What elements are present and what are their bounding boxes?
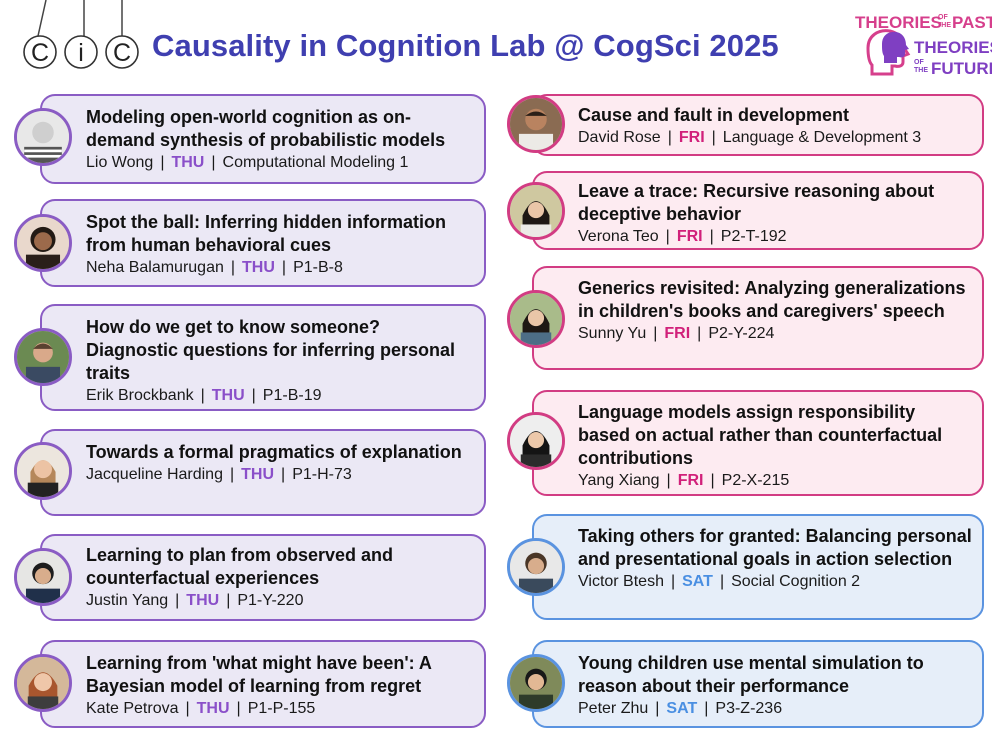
svg-text:FUTURE: FUTURE <box>931 59 992 78</box>
cic-lab-logo: C i C <box>23 0 139 69</box>
talk-author: Victor Btesh <box>578 573 664 590</box>
speaker-photo <box>507 654 565 712</box>
speaker-photo <box>14 442 72 500</box>
talk-session: P1-B-19 <box>262 387 322 404</box>
talk-card: Modeling open-world cognition as on-dema… <box>40 94 486 184</box>
talk-title: Generics revisited: Analyzing generaliza… <box>578 278 966 321</box>
talk-card: Spot the ball: Inferring hidden informat… <box>40 199 486 287</box>
talk-session: Social Cognition 2 <box>731 573 861 590</box>
talk-day: FRI <box>664 325 691 342</box>
svg-text:THE: THE <box>914 67 928 74</box>
talk-author: Verona Teo <box>578 228 659 245</box>
talk-meta: David Rose | FRI | Language & Development 3 <box>578 129 922 146</box>
svg-text:C: C <box>31 39 49 67</box>
talk-session: P1-Y-220 <box>237 592 304 609</box>
talk-title: Leave a trace: Recursive reasoning about… <box>578 181 935 224</box>
svg-text:PAST: PAST <box>952 13 992 32</box>
speaker-photo <box>507 95 565 153</box>
svg-text:THEORIES: THEORIES <box>914 38 992 57</box>
talk-session: P1-H-73 <box>292 466 352 483</box>
talk-day: THU <box>186 592 220 609</box>
talk-session: P2-X-215 <box>721 472 790 489</box>
talk-day: FRI <box>677 472 704 489</box>
talk-session: P3-Z-236 <box>715 700 783 717</box>
talk-session: Language & Development 3 <box>722 129 922 146</box>
talk-meta: Jacqueline Harding | THU | P1-H-73 <box>86 466 352 483</box>
talk-meta: Peter Zhu | SAT | P3-Z-236 <box>578 700 783 717</box>
talk-day: FRI <box>676 228 703 245</box>
talk-meta: Lio Wong | THU | Computational Modeling 1 <box>86 154 409 171</box>
talk-session: Computational Modeling 1 <box>222 154 409 171</box>
talk-session: P1-P-155 <box>247 700 316 717</box>
talk-title: Cause and fault in development <box>578 105 850 125</box>
talk-card: Leave a trace: Recursive reasoning about… <box>532 171 984 250</box>
talk-card: Learning to plan from observed and count… <box>40 534 486 621</box>
talk-day: THU <box>196 700 230 717</box>
talk-author: Peter Zhu <box>578 700 649 717</box>
talk-meta: Verona Teo | FRI | P2-T-192 <box>578 228 787 245</box>
speaker-photo <box>507 412 565 470</box>
talk-meta: Erik Brockbank | THU | P1-B-19 <box>86 387 322 404</box>
talk-author: Sunny Yu <box>578 325 647 342</box>
talk-meta: Yang Xiang | FRI | P2-X-215 <box>578 472 790 489</box>
talk-card: Cause and fault in development David Ros… <box>532 94 984 156</box>
talk-title: Language models assign responsibility ba… <box>578 402 943 468</box>
talk-title: Towards a formal pragmatics of explanati… <box>86 442 462 462</box>
talk-author: Neha Balamurugan <box>86 259 224 276</box>
talk-card: Learning from 'what might have been': A … <box>40 640 486 728</box>
speaker-photo <box>14 328 72 386</box>
talk-meta: Kate Petrova | THU | P1-P-155 <box>86 700 316 717</box>
speaker-photo <box>507 290 565 348</box>
talk-meta: Neha Balamurugan | THU | P1-B-8 <box>86 259 343 276</box>
talk-card: Generics revisited: Analyzing generaliza… <box>532 266 984 370</box>
talk-day: THU <box>171 154 205 171</box>
talk-author: David Rose <box>578 129 661 146</box>
speaker-photo <box>14 654 72 712</box>
talk-title: Modeling open-world cognition as on-dema… <box>86 107 446 150</box>
talk-card: Young children use mental simulation to … <box>532 640 984 728</box>
svg-text:i: i <box>78 39 84 67</box>
talk-author: Kate Petrova <box>86 700 179 717</box>
talk-title: Spot the ball: Inferring hidden informat… <box>86 212 446 255</box>
talk-title: Taking others for granted: Balancing per… <box>578 526 972 569</box>
talk-meta: Justin Yang | THU | P1-Y-220 <box>86 592 304 609</box>
talk-day: THU <box>211 387 245 404</box>
svg-text:THEORIES: THEORIES <box>855 13 942 32</box>
talk-author: Yang Xiang <box>578 472 660 489</box>
svg-text:OF: OF <box>938 14 948 21</box>
talk-meta: Sunny Yu | FRI | P2-Y-224 <box>578 325 775 342</box>
svg-text:C: C <box>113 39 131 67</box>
speaker-photo <box>14 108 72 166</box>
talk-day: FRI <box>678 129 705 146</box>
talk-day: SAT <box>682 573 713 590</box>
speaker-photo <box>14 214 72 272</box>
talk-author: Erik Brockbank <box>86 387 194 404</box>
svg-text:OF: OF <box>914 59 924 66</box>
talk-meta: Victor Btesh | SAT | Social Cognition 2 <box>578 573 861 590</box>
svg-text:THE: THE <box>937 22 951 29</box>
talk-card: How do we get to know someone? Diagnosti… <box>40 304 486 411</box>
talk-card: Taking others for granted: Balancing per… <box>532 514 984 620</box>
talk-day: THU <box>242 259 275 276</box>
speaker-photo <box>507 182 565 240</box>
talk-session: P1-B-8 <box>293 259 343 276</box>
speaker-photo <box>14 548 72 606</box>
talk-title: Learning to plan from observed and count… <box>86 545 394 588</box>
talk-card: Language models assign responsibility ba… <box>532 390 984 496</box>
talk-card: Towards a formal pragmatics of explanati… <box>40 429 486 516</box>
conference-logo: THEORIES OF THE PAST THEORIES OF THE FUT… <box>855 13 992 78</box>
talk-session: P2-T-192 <box>720 228 787 245</box>
talk-author: Lio Wong <box>86 154 154 171</box>
talk-day: THU <box>241 466 275 483</box>
talk-day: SAT <box>666 700 698 717</box>
talk-title: How do we get to know someone? Diagnosti… <box>86 317 456 383</box>
talk-title: Learning from 'what might have been': A … <box>86 653 432 696</box>
talk-author: Jacqueline Harding <box>86 466 223 483</box>
page-title: Causality in Cognition Lab @ CogSci 2025 <box>152 28 779 63</box>
talk-title: Young children use mental simulation to … <box>578 653 924 696</box>
speaker-photo <box>507 538 565 596</box>
talk-author: Justin Yang <box>86 592 169 609</box>
talk-session: P2-Y-224 <box>708 325 775 342</box>
